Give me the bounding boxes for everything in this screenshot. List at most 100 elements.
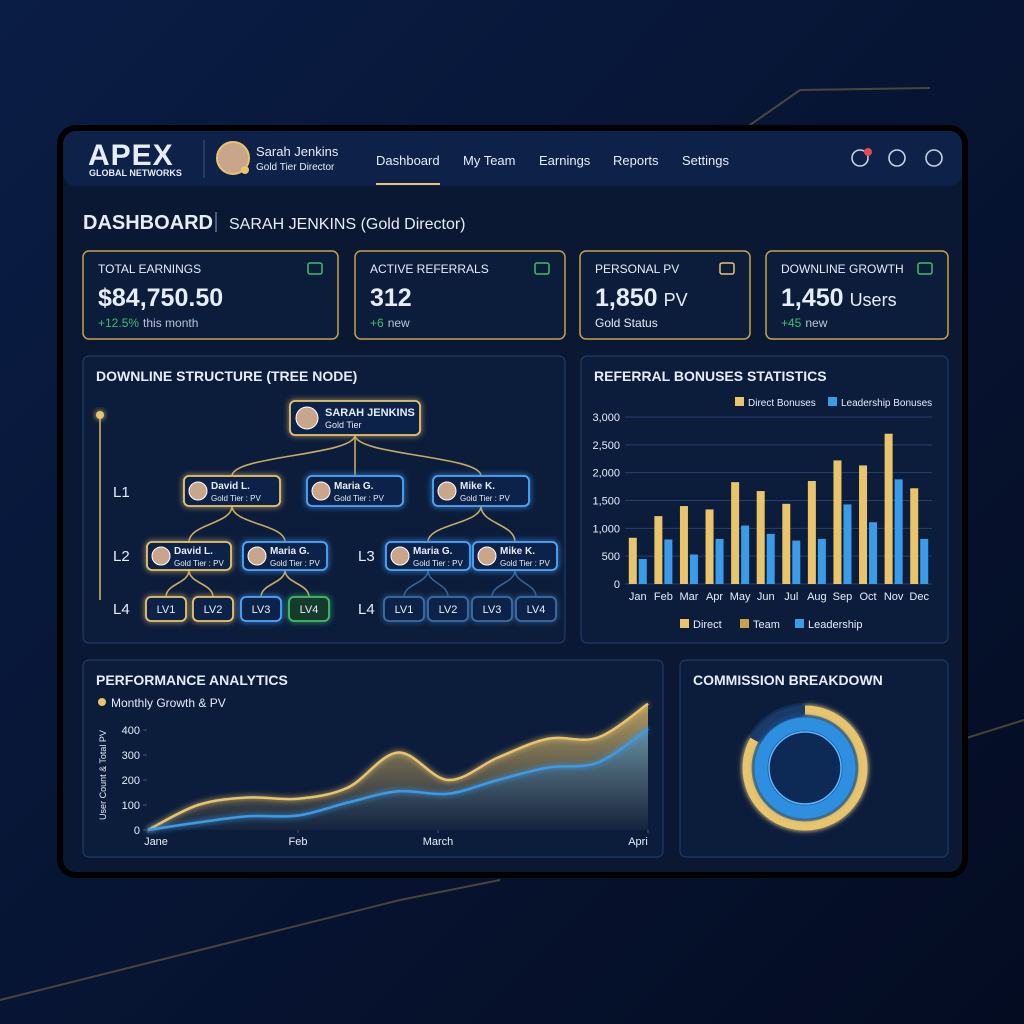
node-sub: Gold Tier : PV <box>211 494 261 503</box>
notifications-icon[interactable] <box>851 149 869 167</box>
tree-node: LV4 <box>288 596 330 622</box>
tree-node: LV3 <box>471 596 513 622</box>
tree-node: LV4 <box>515 596 557 622</box>
tree-edge <box>188 569 214 598</box>
tree-node: David L. Gold Tier : PV <box>183 475 281 507</box>
legend-swatch <box>828 397 837 406</box>
node-label: LV2 <box>204 604 223 616</box>
legend-swatch <box>735 397 744 406</box>
tree-node: Maria G. Gold Tier : PV <box>242 541 328 571</box>
node-label: LV4 <box>527 604 546 616</box>
kpi-number: 312 <box>370 284 412 312</box>
nav-item[interactable]: Settings <box>682 153 729 168</box>
node-box <box>240 596 282 622</box>
node-sub: Gold Tier : PV <box>500 559 550 568</box>
node-label: LV2 <box>439 604 458 616</box>
panel-title: REFERRAL BONUSES STATISTICS <box>594 368 827 384</box>
panel-title: PERFORMANCE ANALYTICS <box>96 672 288 688</box>
x-tick-label: Mar <box>679 591 698 603</box>
area-line <box>147 702 649 832</box>
kpi-value: 1,850 PV <box>595 284 688 312</box>
settings-icon[interactable] <box>925 149 943 167</box>
kpi-card <box>354 250 566 340</box>
node-sub: Gold Tier : PV <box>270 559 320 568</box>
tree-node: Maria G. Gold Tier : PV <box>385 541 471 571</box>
node-box <box>145 596 187 622</box>
node-avatar <box>477 546 497 566</box>
kpi-delta: +12.5% <box>98 316 139 330</box>
node-label: David L. <box>174 546 213 557</box>
kpi-sub: +6 new <box>370 316 410 330</box>
kpi-value: 1,450 Users <box>781 284 897 312</box>
x-tick-label: Jan <box>629 591 647 603</box>
rail-dot <box>96 411 104 419</box>
node-avatar <box>295 406 319 430</box>
kpi-note: this month <box>143 316 198 330</box>
x-tick-label: Apri <box>628 836 648 848</box>
help-icon[interactable] <box>888 149 906 167</box>
legend-label: Direct <box>693 619 722 631</box>
node-label: LV1 <box>157 604 176 616</box>
tree-node: David L. Gold Tier : PV <box>146 541 232 571</box>
node-avatar <box>437 481 457 501</box>
level-label: L4 <box>358 601 375 618</box>
tree-node: LV1 <box>383 596 425 622</box>
node-box <box>385 541 471 571</box>
bar <box>766 533 775 584</box>
bar <box>715 538 724 584</box>
nav-item[interactable]: My Team <box>463 153 516 168</box>
icon-shape <box>925 149 943 167</box>
status-dot <box>241 166 249 174</box>
tree-edge <box>480 505 516 543</box>
kpi-label: TOTAL EARNINGS <box>98 262 201 276</box>
tree-edge <box>284 569 310 598</box>
x-tick-label: Jul <box>784 591 798 603</box>
logo-sub: GLOBAL NETWORKS <box>89 168 182 178</box>
node-sub: Gold Tier : PV <box>460 494 510 503</box>
x-tick-label: Apr <box>706 591 723 603</box>
node-box <box>515 596 557 622</box>
tree-node: LV2 <box>427 596 469 622</box>
node-box <box>306 475 404 507</box>
node-box <box>432 475 530 507</box>
node-label: Mike K. <box>500 546 535 557</box>
kpi-label: ACTIVE REFERRALS <box>370 262 489 276</box>
kpi-icon <box>917 262 933 275</box>
node-box <box>192 596 234 622</box>
x-tick-label: Nov <box>884 591 904 603</box>
level-label: L3 <box>358 548 375 565</box>
kpi-icon <box>719 262 735 275</box>
x-tick-label: Jun <box>757 591 775 603</box>
donut-segment <box>742 705 868 831</box>
node-label: Maria G. <box>270 546 310 557</box>
x-tick-label: Feb <box>289 836 308 848</box>
nav-item[interactable]: Earnings <box>539 153 591 168</box>
node-box <box>472 541 558 571</box>
bar <box>869 522 878 584</box>
node-box <box>383 596 425 622</box>
kpi-label: DOWNLINE GROWTH <box>781 262 904 276</box>
nav-item[interactable]: Reports <box>613 153 659 168</box>
donut-segment <box>754 717 856 819</box>
tree-edge <box>403 569 429 598</box>
tree-node: LV1 <box>145 596 187 622</box>
level-label: L4 <box>113 601 130 618</box>
page-subtitle: SARAH JENKINS (Gold Director) <box>229 216 466 233</box>
kpi-card <box>82 250 339 340</box>
panel-title: COMMISSION BREAKDOWN <box>693 672 883 688</box>
tree-edge <box>491 569 516 598</box>
bar <box>654 516 663 584</box>
nav-item[interactable]: Dashboard <box>376 153 440 168</box>
tree-edge <box>427 569 449 598</box>
area-fill <box>148 728 648 830</box>
kpi-value: 312 <box>370 284 412 312</box>
kpi-unit: Users <box>850 290 897 310</box>
legend-swatch <box>795 619 804 628</box>
bar <box>664 539 673 584</box>
notification-badge <box>864 148 872 156</box>
y-tick-label: 300 <box>122 750 140 762</box>
bar <box>731 482 740 584</box>
bar <box>833 460 842 584</box>
kpi-number: 1,850 <box>595 284 658 312</box>
